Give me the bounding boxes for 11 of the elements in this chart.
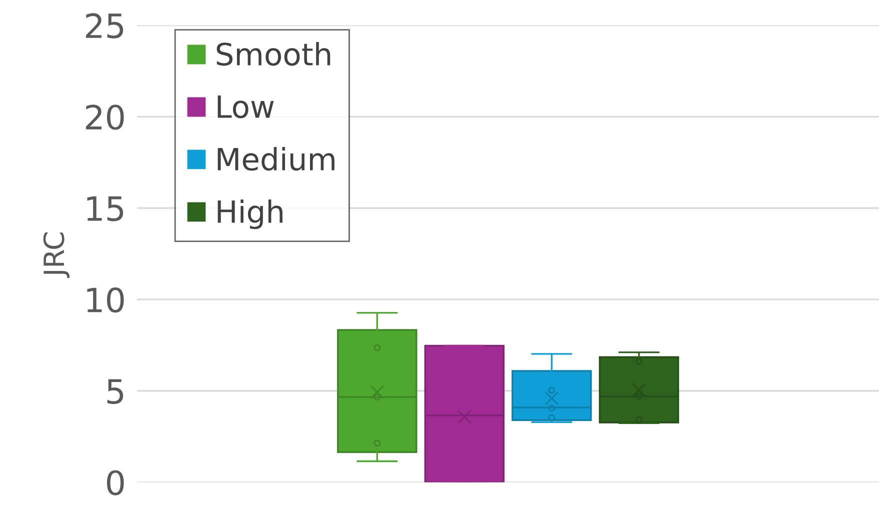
- y-tick-label: 20: [86, 104, 124, 130]
- legend-label: High: [218, 200, 282, 230]
- y-tick-label: 5: [107, 379, 124, 404]
- y-tick-label: 25: [86, 13, 124, 38]
- y-tick-label: 15: [87, 196, 124, 222]
- legend-label: Smooth: [216, 42, 330, 66]
- legend-label: Medium: [218, 147, 334, 171]
- legend-label: Low: [218, 95, 274, 118]
- y-tick-label: 0: [107, 470, 124, 496]
- y-axis-title: JRC: [43, 232, 70, 278]
- y-tick-label: 10: [87, 287, 124, 313]
